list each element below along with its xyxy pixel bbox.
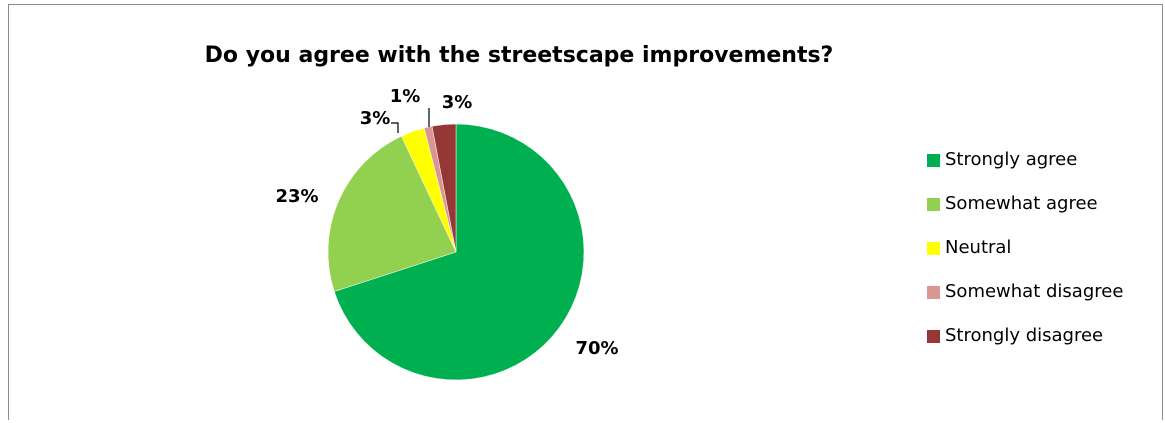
data-label-somewhat-disagree: 1%: [390, 86, 421, 107]
legend-label: Somewhat agree: [945, 193, 1098, 214]
chart-frame: Do you agree with the streetscape improv…: [8, 4, 1163, 420]
data-label-neutral: 3%: [360, 108, 391, 129]
legend-swatch: [927, 330, 940, 343]
legend-item-strongly-disagree: Strongly disagree: [927, 325, 1165, 346]
legend-label: Strongly agree: [945, 149, 1078, 170]
legend-label: Somewhat disagree: [945, 281, 1124, 302]
legend-item-neutral: Neutral: [927, 237, 1165, 258]
legend-label: Neutral: [945, 237, 1012, 258]
pie-chart: 70%23%3%1% 3%: [275, 86, 619, 381]
legend-item-strongly-agree: Strongly agree: [927, 149, 1165, 170]
legend-swatch: [927, 154, 940, 167]
pie-slice-strongly-disagree: [431, 123, 457, 253]
legend-label: Strongly disagree: [945, 325, 1104, 346]
data-label-strongly-agree: 70%: [575, 338, 618, 359]
pie-slice-somewhat-agree: [327, 135, 457, 292]
legend-swatch: [927, 286, 940, 299]
legend-swatch: [927, 198, 940, 211]
data-label-strongly-disagree: 3%: [442, 92, 473, 113]
data-label-somewhat-agree: 23%: [275, 186, 318, 207]
chart-title: Do you agree with the streetscape improv…: [204, 43, 834, 68]
legend-item-somewhat-disagree: Somewhat disagree: [927, 281, 1165, 302]
legend-item-somewhat-agree: Somewhat agree: [927, 193, 1165, 214]
leader-line-neutral: [391, 122, 399, 133]
legend-swatch: [927, 242, 940, 255]
legend: Strongly agree Somewhat agree Neutral So…: [927, 149, 1165, 369]
pie-slice-strongly-agree: [333, 123, 585, 381]
